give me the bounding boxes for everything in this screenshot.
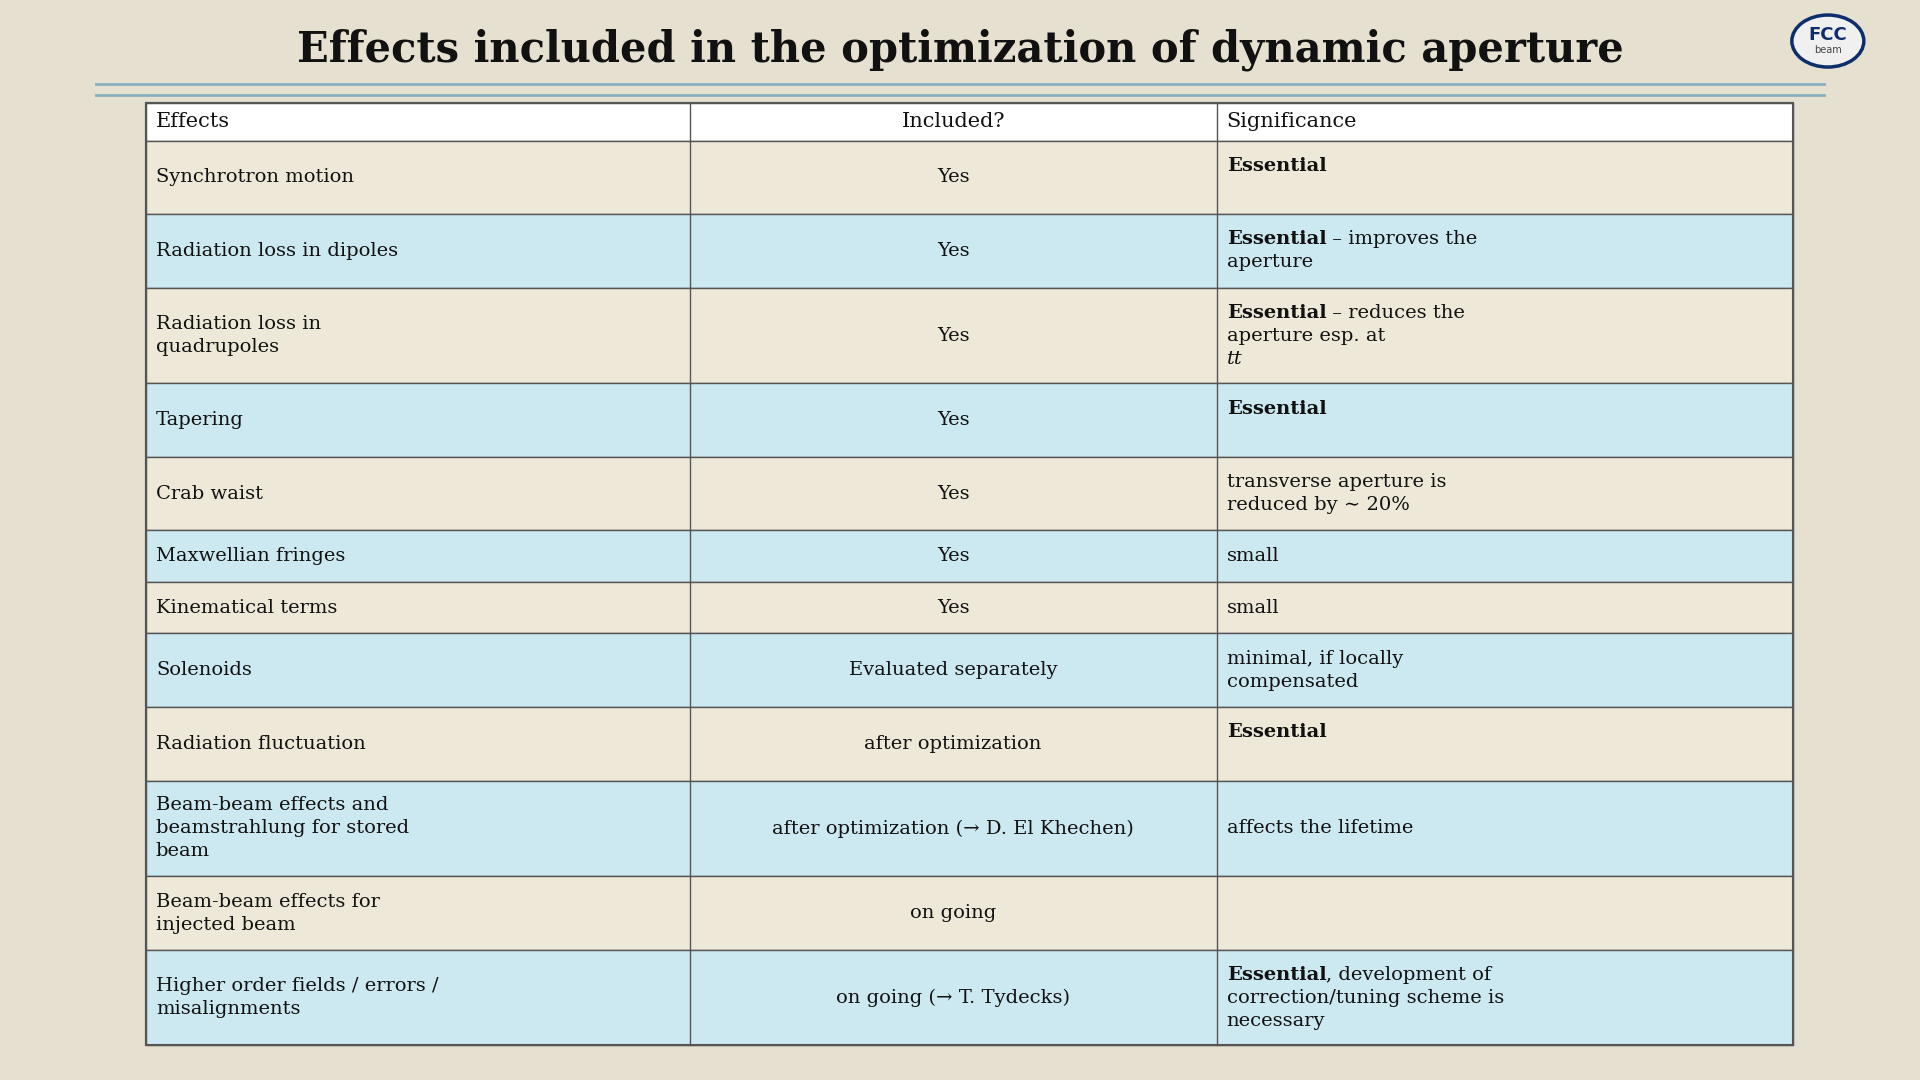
Text: misalignments: misalignments <box>156 1000 300 1018</box>
Text: Essential: Essential <box>1227 724 1327 741</box>
Text: beamstrahlung for stored: beamstrahlung for stored <box>156 820 409 837</box>
FancyBboxPatch shape <box>146 383 1793 457</box>
Text: Essential: Essential <box>1227 303 1327 322</box>
FancyBboxPatch shape <box>146 707 1793 781</box>
Text: Maxwellian fringes: Maxwellian fringes <box>156 548 346 565</box>
FancyBboxPatch shape <box>146 781 1793 876</box>
Text: reduced by ∼ 20%: reduced by ∼ 20% <box>1227 496 1409 514</box>
Text: Yes: Yes <box>937 598 970 617</box>
FancyBboxPatch shape <box>146 103 1793 140</box>
Text: on going: on going <box>910 904 996 922</box>
Text: correction/tuning scheme is: correction/tuning scheme is <box>1227 988 1503 1007</box>
Text: Yes: Yes <box>937 548 970 565</box>
Text: Yes: Yes <box>937 168 970 187</box>
Text: after optimization (→ D. El Khechen): after optimization (→ D. El Khechen) <box>772 820 1135 838</box>
FancyBboxPatch shape <box>146 140 1793 214</box>
Text: on going (→ T. Tydecks): on going (→ T. Tydecks) <box>835 988 1069 1007</box>
Text: FCC: FCC <box>1809 26 1847 44</box>
Text: Evaluated separately: Evaluated separately <box>849 661 1058 679</box>
Text: – reduces the: – reduces the <box>1327 303 1465 322</box>
FancyBboxPatch shape <box>146 287 1793 383</box>
FancyBboxPatch shape <box>146 214 1793 287</box>
Text: Effects included in the optimization of dynamic aperture: Effects included in the optimization of … <box>296 28 1624 71</box>
Text: Yes: Yes <box>937 242 970 260</box>
Text: after optimization: after optimization <box>864 734 1043 753</box>
Text: , development of: , development of <box>1327 966 1492 984</box>
Text: small: small <box>1227 548 1279 565</box>
Text: beam: beam <box>1814 45 1841 55</box>
Text: Beam-beam effects for: Beam-beam effects for <box>156 892 380 910</box>
Text: Tapering: Tapering <box>156 411 244 429</box>
Text: Synchrotron motion: Synchrotron motion <box>156 168 353 187</box>
Text: injected beam: injected beam <box>156 916 296 933</box>
Text: Crab waist: Crab waist <box>156 485 263 502</box>
Text: affects the lifetime: affects the lifetime <box>1227 820 1413 837</box>
Text: Effects: Effects <box>156 112 230 131</box>
FancyBboxPatch shape <box>146 457 1793 530</box>
Text: aperture esp. at: aperture esp. at <box>1227 326 1392 345</box>
Text: Yes: Yes <box>937 326 970 345</box>
Text: Essential: Essential <box>1227 400 1327 418</box>
Text: Solenoids: Solenoids <box>156 661 252 679</box>
Text: Kinematical terms: Kinematical terms <box>156 598 338 617</box>
Text: minimal, if locally: minimal, if locally <box>1227 650 1404 667</box>
Text: Beam-beam effects and: Beam-beam effects and <box>156 796 388 814</box>
Text: Yes: Yes <box>937 485 970 502</box>
FancyBboxPatch shape <box>146 876 1793 949</box>
Text: Included?: Included? <box>900 112 1004 131</box>
Text: Significance: Significance <box>1227 112 1357 131</box>
Ellipse shape <box>1791 15 1864 67</box>
Text: Yes: Yes <box>937 411 970 429</box>
FancyBboxPatch shape <box>146 949 1793 1045</box>
Text: Essential: Essential <box>1227 157 1327 175</box>
FancyBboxPatch shape <box>146 634 1793 707</box>
Text: Essential: Essential <box>1227 966 1327 984</box>
Text: beam: beam <box>156 842 209 861</box>
FancyBboxPatch shape <box>146 530 1793 582</box>
Text: transverse aperture is: transverse aperture is <box>1227 473 1446 491</box>
Text: Radiation loss in: Radiation loss in <box>156 315 321 333</box>
Text: Higher order fields / errors /: Higher order fields / errors / <box>156 977 438 995</box>
Text: aperture: aperture <box>1227 254 1313 271</box>
Text: Essential: Essential <box>1227 230 1327 248</box>
Text: compensated: compensated <box>1227 673 1357 691</box>
Text: Radiation loss in dipoles: Radiation loss in dipoles <box>156 242 397 260</box>
Text: quadrupoles: quadrupoles <box>156 338 278 356</box>
FancyBboxPatch shape <box>146 582 1793 634</box>
Text: necessary: necessary <box>1227 1012 1325 1029</box>
Text: – improves the: – improves the <box>1327 230 1478 248</box>
Text: small: small <box>1227 598 1279 617</box>
Text: Radiation fluctuation: Radiation fluctuation <box>156 734 365 753</box>
Text: tt: tt <box>1227 350 1242 367</box>
